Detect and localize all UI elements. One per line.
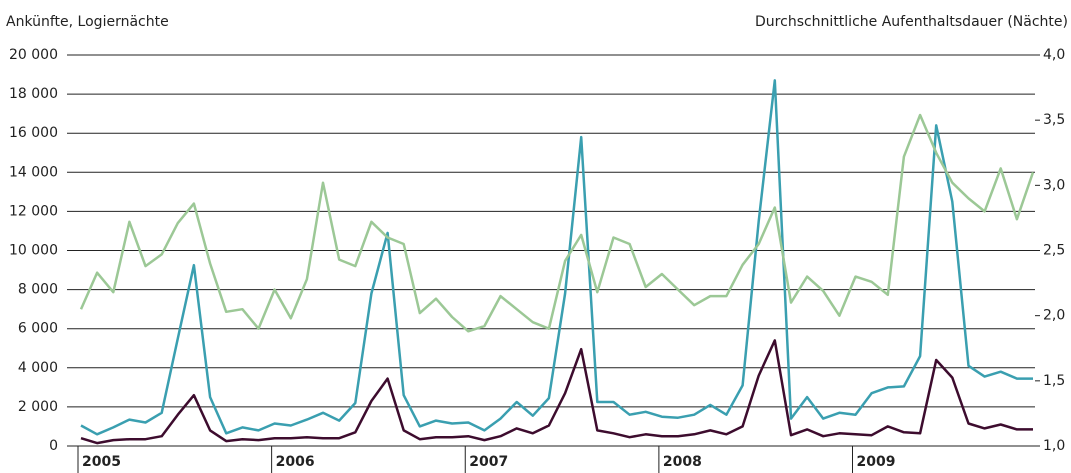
x-tick-label: 2007	[469, 454, 508, 470]
series-line	[79, 113, 1035, 333]
y-tick-label: 18 000	[9, 86, 58, 102]
y2-tick-label: 2,5	[1043, 243, 1065, 259]
y-tick-label: 8 000	[18, 282, 58, 298]
series-line	[80, 339, 1033, 445]
x-tick-label: 2009	[857, 454, 896, 470]
y2-tick-label: 3,0	[1043, 177, 1065, 193]
y2-tick-label: 2,0	[1043, 308, 1065, 324]
series-line	[80, 79, 1033, 436]
y-tick-label: 14 000	[9, 164, 58, 180]
y-tick-label: 12 000	[9, 203, 58, 219]
x-tick-label: 2006	[276, 454, 315, 470]
y2-tick-label: 3,5	[1043, 112, 1065, 128]
y2-tick-label: 4,0	[1043, 47, 1065, 63]
y-tick-label: 0	[49, 438, 58, 454]
y2-tick-label: 1,5	[1043, 373, 1065, 389]
y-tick-label: 20 000	[9, 47, 58, 63]
y-axis-label: Ankünfte, Logiernächte	[6, 14, 169, 30]
y-tick-label: 10 000	[9, 243, 58, 259]
y2-tick-label: 1,0	[1043, 438, 1065, 454]
x-tick-label: 2008	[663, 454, 702, 470]
y-tick-label: 4 000	[18, 360, 58, 376]
y2-axis-label: Durchschnittliche Aufenthaltsdauer (Näch…	[755, 14, 1068, 30]
y-tick-label: 2 000	[18, 399, 58, 415]
y-tick-label: 16 000	[9, 125, 58, 141]
y-tick-label: 6 000	[18, 321, 58, 337]
x-tick-label: 2005	[82, 454, 121, 470]
